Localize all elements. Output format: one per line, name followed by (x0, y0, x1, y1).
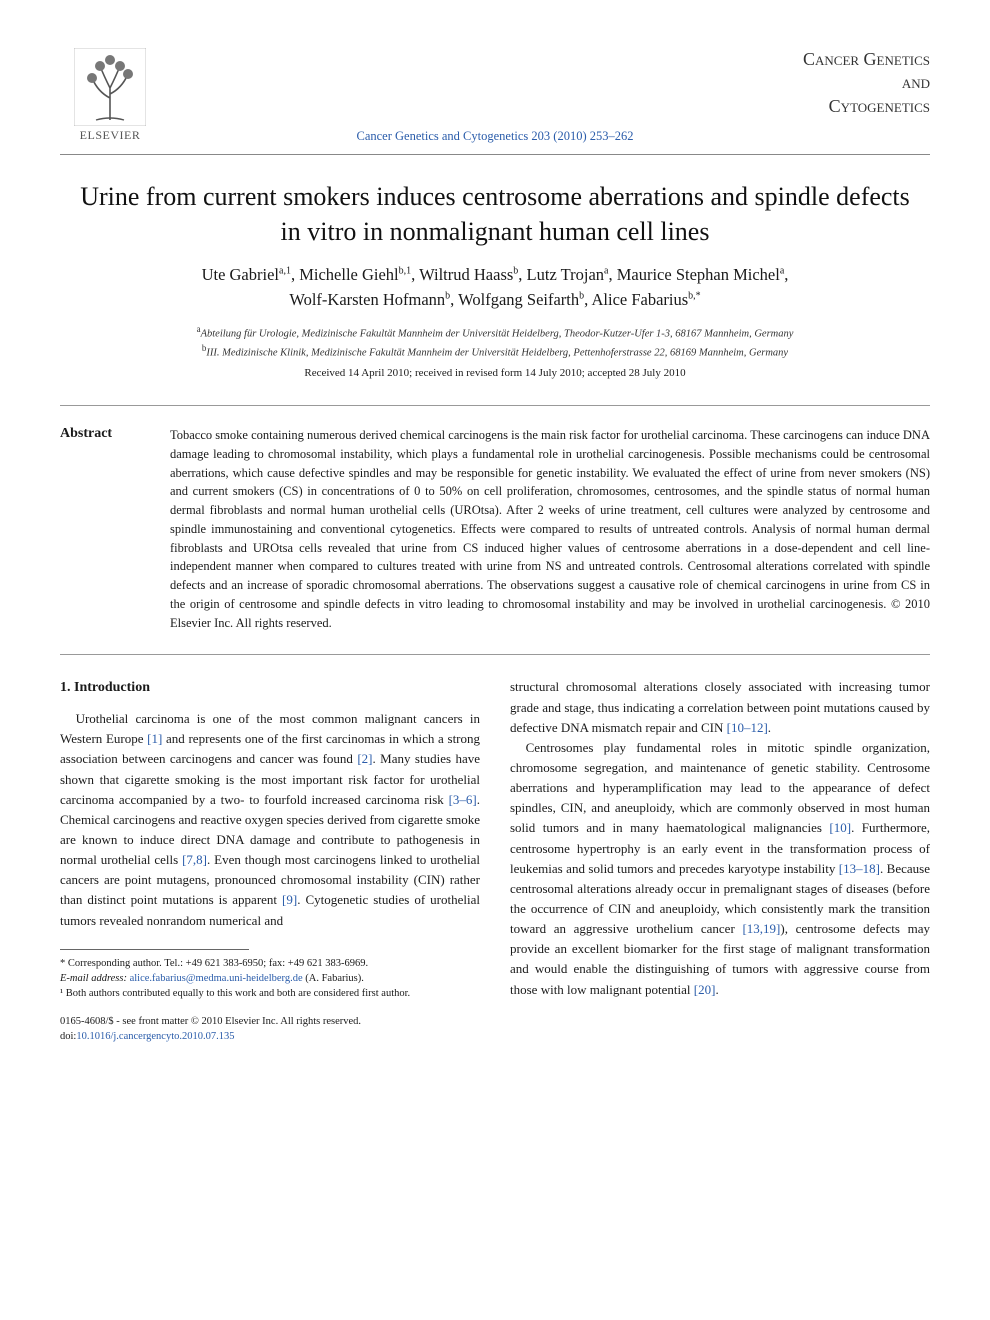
abstract-label: Abstract (60, 426, 170, 632)
email-link[interactable]: alice.fabarius@medma.uni-heidelberg.de (130, 973, 303, 984)
citation-link[interactable]: [13,19] (742, 921, 780, 936)
author-list: Ute Gabriela,1, Michelle Giehlb,1, Wiltr… (90, 263, 900, 313)
divider (60, 405, 930, 406)
footnotes: * Corresponding author. Tel.: +49 621 38… (60, 956, 480, 1002)
affiliations: aAbteilung für Urologie, Medizinische Fa… (60, 323, 930, 362)
citation-link[interactable]: [10–12] (727, 720, 768, 735)
abstract-block: Abstract Tobacco smoke containing numero… (60, 426, 930, 632)
body-text: . (715, 982, 718, 997)
citation-link[interactable]: [9] (282, 892, 297, 907)
journal-brand-line: and (730, 71, 930, 94)
section-heading: 1. Introduction (60, 677, 480, 699)
doi-label: doi: (60, 1031, 76, 1042)
footnote-rule (60, 949, 249, 950)
citation-link[interactable]: [7,8] (182, 852, 207, 867)
citation-link[interactable]: [13–18] (839, 861, 880, 876)
email-suffix: (A. Fabarius). (303, 973, 364, 984)
journal-brand-line: Cytogenetics (730, 95, 930, 118)
corresponding-author-note: * Corresponding author. Tel.: +49 621 38… (60, 956, 480, 971)
citation-link[interactable]: [10] (829, 820, 851, 835)
email-label: E-mail address: (60, 973, 130, 984)
copyright-block: 0165-4608/$ - see front matter © 2010 El… (60, 1015, 480, 1044)
copyright-line: 0165-4608/$ - see front matter © 2010 El… (60, 1015, 480, 1030)
shared-first-author-note: ¹ Both authors contributed equally to th… (60, 986, 480, 1001)
journal-reference: Cancer Genetics and Cytogenetics 203 (20… (60, 129, 930, 144)
journal-brand-line: Cancer Genetics (730, 48, 930, 71)
body-text: . (768, 720, 771, 735)
left-column: 1. Introduction Urothelial carcinoma is … (60, 677, 480, 1044)
citation-link[interactable]: [3–6] (449, 792, 477, 807)
citation-link[interactable]: [2] (357, 751, 372, 766)
affiliation-a: Abteilung für Urologie, Medizinische Fak… (201, 328, 794, 339)
doi-link[interactable]: 10.1016/j.cancergencyto.2010.07.135 (76, 1031, 234, 1042)
body-text: structural chromosomal alterations close… (510, 679, 930, 734)
publisher-logo-block: ELSEVIER (60, 48, 160, 143)
citation-link[interactable]: [20] (694, 982, 716, 997)
publisher-name: ELSEVIER (80, 128, 141, 143)
divider (60, 154, 930, 155)
article-title: Urine from current smokers induces centr… (80, 179, 910, 249)
body-columns: 1. Introduction Urothelial carcinoma is … (60, 677, 930, 1044)
divider (60, 654, 930, 655)
affiliation-b: III. Medizinische Klinik, Medizinische F… (206, 347, 788, 358)
elsevier-tree-icon (74, 48, 146, 126)
article-dates: Received 14 April 2010; received in revi… (60, 367, 930, 379)
abstract-text: Tobacco smoke containing numerous derive… (170, 426, 930, 632)
journal-brand: Cancer Genetics and Cytogenetics (730, 48, 930, 118)
right-column: structural chromosomal alterations close… (510, 677, 930, 1044)
citation-link[interactable]: [1] (147, 731, 162, 746)
